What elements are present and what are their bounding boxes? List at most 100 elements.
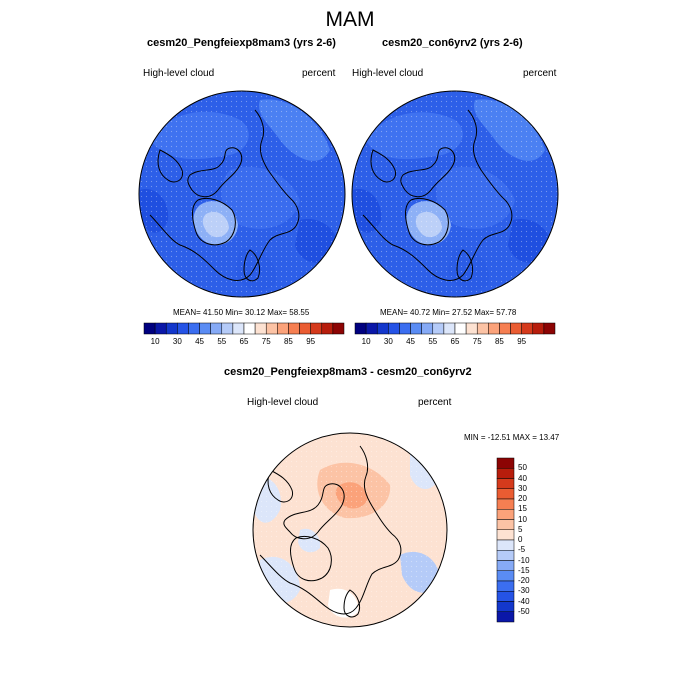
cb3-swatch	[496, 468, 515, 479]
cb1-swatch	[277, 322, 289, 335]
cb3-swatch	[496, 478, 515, 489]
colorbar-3	[496, 457, 515, 623]
cb1-swatch	[210, 322, 223, 335]
panel-2-left-label: High-level cloud	[352, 68, 424, 79]
cb3-swatch	[496, 457, 515, 469]
cb3-swatch	[496, 601, 515, 612]
map-1-coastline	[243, 249, 261, 282]
colorbar-tick-label-cb3-0: 50	[518, 463, 527, 473]
cb2-swatch	[421, 322, 434, 335]
colorbar-tick-label-cb3-14: -50	[518, 606, 530, 616]
colorbar-tick-label-cb1-1: 30	[172, 337, 182, 346]
map-1-border	[138, 90, 346, 298]
cb2-swatch	[388, 322, 400, 335]
map-2-coastline	[370, 149, 397, 183]
colorbar-tick-label-cb3-1: 40	[518, 473, 527, 483]
cb2-swatch	[432, 322, 445, 335]
map-1-texture	[139, 91, 345, 297]
map-3-texture	[253, 433, 447, 627]
map-3-coastline	[259, 533, 402, 615]
cb1-swatch	[188, 322, 200, 335]
colorbar-tick-label-cb1-0: 10	[150, 337, 160, 346]
colorbar-tick-label-cb3-10: -15	[518, 565, 530, 575]
map-3-coastline	[343, 589, 361, 618]
map-3-border	[252, 432, 448, 628]
map-3-coastline	[283, 483, 345, 540]
map-3-coastline	[267, 469, 294, 503]
map-1-field	[139, 91, 345, 297]
panel-1-stats: MEAN= 41.50 Min= 30.12 Max= 58.55	[173, 308, 310, 317]
colorbar-tick-label-cb1-5: 75	[261, 337, 271, 346]
panel-1-right-label: percent	[302, 68, 336, 79]
colorbar-tick-label-cb2-0: 10	[361, 337, 371, 346]
colorbar-tick-label-cb2-6: 85	[494, 337, 504, 346]
map-3-coastline	[359, 445, 393, 535]
cb1-swatch	[321, 322, 334, 335]
cb2-swatch	[510, 322, 522, 335]
map-3-coastline	[290, 535, 332, 582]
map-2-texture	[352, 91, 558, 297]
map-2-coastline	[400, 147, 456, 198]
map-2-coastline	[467, 109, 504, 199]
cb1-swatch	[243, 322, 256, 335]
colorbar-tick-label-cb3-12: -30	[518, 586, 530, 596]
colorbar-tick-label-cb2-5: 75	[472, 337, 482, 346]
cb1-swatch	[199, 322, 211, 335]
panel-1-title: cesm20_Pengfeiexp8mam3 (yrs 2-6)	[147, 37, 336, 49]
colorbar-2	[354, 322, 556, 335]
map-2	[351, 90, 559, 298]
panel-3-title: cesm20_Pengfeiexp8mam3 - cesm20_con6yrv2	[224, 366, 472, 378]
map-1-coastline	[149, 197, 300, 281]
cb2-swatch	[476, 322, 489, 335]
colorbar-tick-label-cb3-4: 15	[518, 504, 527, 514]
cb1-swatch	[288, 322, 300, 335]
cb3-swatch	[496, 509, 515, 520]
cb1-swatch	[299, 322, 311, 335]
colorbar-tick-label-cb3-6: 5	[518, 524, 523, 534]
map-2-coastline	[405, 197, 449, 246]
cb3-swatch	[496, 611, 515, 623]
cb1-swatch	[154, 322, 167, 335]
cb1-swatch	[310, 322, 323, 335]
map-2-border	[351, 90, 559, 298]
cb2-swatch	[399, 322, 411, 335]
cb2-swatch	[521, 322, 534, 335]
cb2-swatch	[354, 322, 367, 335]
cb3-swatch	[496, 591, 515, 602]
colorbar-tick-label-cb1-3: 55	[217, 337, 227, 346]
panel-2-title: cesm20_con6yrv2 (yrs 2-6)	[382, 37, 523, 49]
map-3-field	[253, 433, 447, 627]
map-1-coastline	[157, 149, 184, 183]
panel-3-stats: MIN = -12.51 MAX = 13.47	[464, 433, 560, 442]
colorbar-tick-label-cb2-2: 45	[406, 337, 415, 346]
colorbar-tick-label-cb2-1: 30	[383, 337, 393, 346]
cb3-swatch	[496, 488, 515, 500]
panel-2-stats: MEAN= 40.72 Min= 27.52 Max= 57.78	[380, 308, 517, 317]
map-3	[252, 432, 448, 628]
panel-1-left-label: High-level cloud	[143, 68, 215, 79]
map-2-coastline	[362, 197, 513, 281]
colorbar-1	[143, 322, 345, 335]
cb3-swatch	[496, 539, 515, 551]
colorbar-tick-label-cb2-7: 95	[517, 337, 527, 346]
cb1-swatch	[177, 322, 189, 335]
map-1-coastline	[187, 147, 243, 198]
cb2-swatch	[488, 322, 500, 335]
cb3-swatch	[496, 570, 515, 582]
cb1-swatch	[165, 322, 178, 335]
colorbar-tick-label-cb3-5: 10	[518, 514, 527, 524]
cb2-swatch	[532, 322, 545, 335]
panel-2-right-label: percent	[523, 68, 557, 79]
colorbar-tick-label-cb1-6: 85	[283, 337, 293, 346]
colorbar-tick-label-cb3-9: -10	[518, 555, 530, 565]
panel-3-right-label: percent	[418, 397, 452, 408]
cb2-swatch	[410, 322, 422, 335]
cb2-swatch	[365, 322, 378, 335]
colorbar-tick-label-cb3-7: 0	[518, 535, 523, 544]
map-1	[138, 90, 346, 298]
colorbar-tick-label-cb3-13: -40	[518, 596, 530, 606]
cb1-swatch	[332, 322, 345, 335]
cb1-swatch	[265, 322, 278, 335]
cb2-swatch	[376, 322, 389, 335]
